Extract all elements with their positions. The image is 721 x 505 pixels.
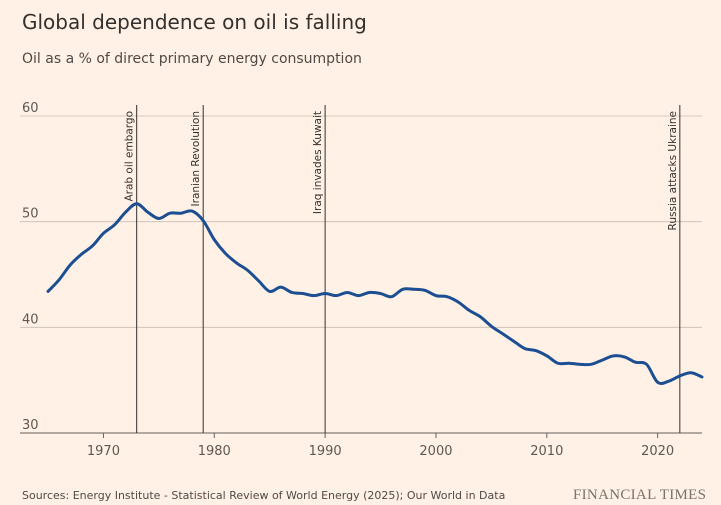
y-tick-label: 40 bbox=[22, 312, 39, 327]
event-label: Arab oil embargo bbox=[124, 111, 136, 202]
source-note: Sources: Energy Institute - Statistical … bbox=[22, 489, 506, 502]
chart-subtitle: Oil as a % of direct primary energy cons… bbox=[22, 51, 362, 67]
x-tick-label: 2000 bbox=[419, 444, 452, 459]
y-tick-label: 30 bbox=[22, 418, 39, 433]
y-tick-label: 60 bbox=[22, 101, 39, 116]
brand-logo: FINANCIAL TIMES bbox=[573, 487, 707, 503]
chart-title: Global dependence on oil is falling bbox=[22, 10, 367, 34]
x-tick-label: 1970 bbox=[87, 444, 120, 459]
x-tick-label: 2020 bbox=[641, 444, 674, 459]
x-tick-label: 2010 bbox=[530, 444, 563, 459]
oil-share-line bbox=[46, 202, 704, 385]
x-tick-label: 1980 bbox=[198, 444, 231, 459]
event-label: Iranian Revolution bbox=[190, 111, 202, 206]
event-label: Russia attacks Ukraine bbox=[667, 111, 679, 230]
event-label: Iraq invades Kuwait bbox=[312, 111, 324, 214]
x-tick-label: 1990 bbox=[309, 444, 342, 459]
y-tick-label: 50 bbox=[22, 207, 39, 222]
line-chart: Arab oil embargo Iranian Revolution Iraq i… bbox=[20, 101, 704, 459]
